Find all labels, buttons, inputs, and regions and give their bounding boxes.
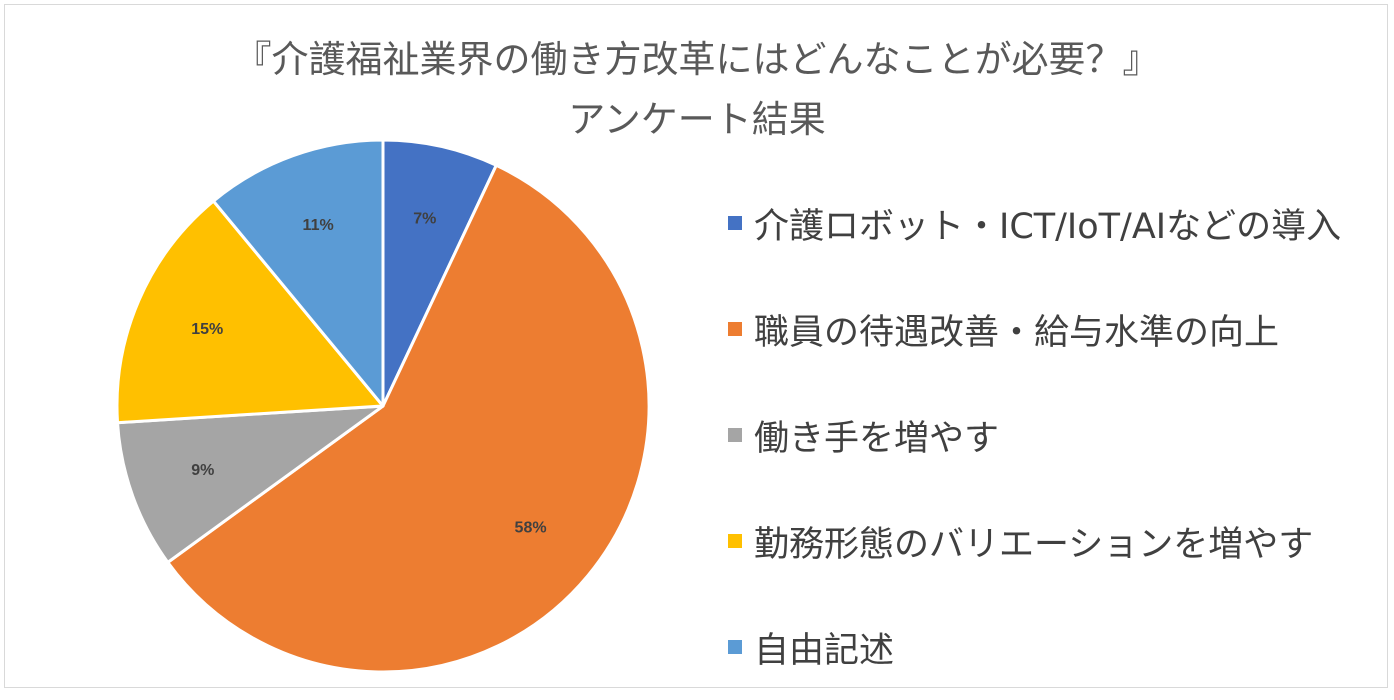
legend-item-3: 勤務形態のバリエーションを増やす bbox=[728, 488, 1341, 594]
legend-label: 勤務形態のバリエーションを増やす bbox=[754, 524, 1314, 565]
legend-swatch bbox=[728, 534, 742, 548]
legend-item-1: 職員の待遇改善・給与水準の向上 bbox=[728, 276, 1341, 382]
legend-label: 職員の待遇改善・給与水準の向上 bbox=[754, 312, 1280, 353]
legend-item-4: 自由記述 bbox=[728, 594, 1341, 700]
legend-item-2: 働き手を増やす bbox=[728, 382, 1341, 488]
pie-slice-4 bbox=[211, 138, 385, 408]
legend-label: 介護ロボット・ICT/IoT/AIなどの導入 bbox=[754, 206, 1342, 247]
legend-label: 自由記述 bbox=[754, 630, 895, 671]
pie-slice-0 bbox=[381, 138, 498, 408]
pie-slice-2 bbox=[116, 404, 385, 564]
legend-swatch bbox=[728, 428, 742, 442]
slice-label-1: 58% bbox=[515, 519, 547, 536]
legend-swatch bbox=[728, 322, 742, 336]
pie-slice-3 bbox=[115, 199, 385, 425]
slice-label-3: 15% bbox=[191, 321, 223, 338]
chart-title-line2: アンケート結果 bbox=[568, 98, 826, 141]
legend-swatch bbox=[728, 216, 742, 230]
legend-swatch bbox=[728, 640, 742, 654]
legend-label: 働き手を増やす bbox=[754, 418, 1000, 459]
chart-legend: 介護ロボット・ICT/IoT/AIなどの導入 職員の待遇改善・給与水準の向上 働き手… bbox=[728, 170, 1341, 700]
legend-item-0: 介護ロボット・ICT/IoT/AIなどの導入 bbox=[728, 170, 1341, 276]
chart-title: 『介護福祉業界の働き方改革にはどんなことが必要？』 アンケート結果 bbox=[0, 30, 1394, 150]
slice-label-2: 9% bbox=[191, 462, 214, 479]
pie-slice-1 bbox=[166, 163, 651, 674]
slice-label-0: 7% bbox=[413, 210, 436, 227]
slice-label-4: 11% bbox=[303, 217, 334, 234]
chart-title-line1: 『介護福祉業界の働き方改革にはどんなことが必要？』 bbox=[234, 38, 1160, 81]
